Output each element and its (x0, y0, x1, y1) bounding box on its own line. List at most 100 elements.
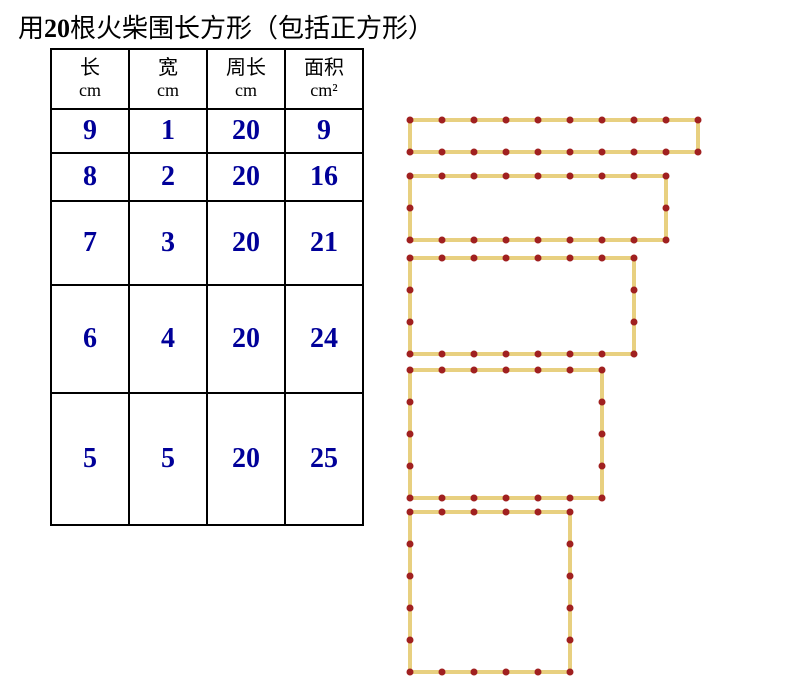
table-row: 552025 (51, 393, 363, 525)
match-head-dot (567, 669, 574, 676)
table-cell-wid: 4 (129, 285, 207, 393)
match-head-dot (503, 173, 510, 180)
match-head-dot (695, 149, 702, 156)
match-head-dot (535, 351, 542, 358)
match-head-dot (471, 495, 478, 502)
match-head-dot (599, 495, 606, 502)
match-head-dot (599, 399, 606, 406)
match-segment (410, 118, 698, 122)
page-title: 用20根火柴围长方形（包括正方形） (18, 8, 434, 45)
table-row: 822016 (51, 153, 363, 201)
match-head-dot (567, 173, 574, 180)
match-head-dot (535, 173, 542, 180)
match-head-dot (631, 173, 638, 180)
match-head-dot (567, 255, 574, 262)
title-number: 20 (44, 14, 70, 43)
table-cell-per: 20 (207, 285, 285, 393)
match-head-dot (535, 117, 542, 124)
match-head-dot (471, 117, 478, 124)
match-head-dot (599, 149, 606, 156)
match-head-dot (407, 637, 414, 644)
table-cell-wid: 1 (129, 109, 207, 153)
match-head-dot (567, 509, 574, 516)
table-row: 732021 (51, 201, 363, 285)
match-segment (408, 512, 412, 672)
match-head-dot (567, 495, 574, 502)
match-segment (408, 258, 412, 354)
table-cell-per: 20 (207, 153, 285, 201)
table-cell-area: 9 (285, 109, 363, 153)
match-head-dot (439, 669, 446, 676)
match-head-dot (631, 255, 638, 262)
match-head-dot (503, 509, 510, 516)
match-head-dot (407, 255, 414, 262)
match-head-dot (439, 237, 446, 244)
table-cell-wid: 2 (129, 153, 207, 201)
match-head-dot (567, 117, 574, 124)
match-head-dot (567, 541, 574, 548)
match-head-dot (407, 287, 414, 294)
match-head-dot (503, 367, 510, 374)
match-head-dot (567, 237, 574, 244)
match-head-dot (695, 117, 702, 124)
match-head-dot (503, 255, 510, 262)
match-head-dot (407, 149, 414, 156)
match-head-dot (503, 495, 510, 502)
table-cell-area: 24 (285, 285, 363, 393)
match-head-dot (535, 509, 542, 516)
match-head-dot (439, 509, 446, 516)
match-head-dot (567, 637, 574, 644)
match-head-dot (567, 149, 574, 156)
match-head-dot (439, 367, 446, 374)
match-head-dot (471, 255, 478, 262)
table-cell-area: 21 (285, 201, 363, 285)
match-head-dot (503, 149, 510, 156)
data-table: 长cm宽cm周长cm面积cm² 912098220167320216420245… (50, 48, 364, 526)
match-head-dot (599, 255, 606, 262)
match-head-dot (599, 237, 606, 244)
match-head-dot (567, 573, 574, 580)
table-cell-wid: 5 (129, 393, 207, 525)
title-part-a: 用 (18, 14, 44, 43)
match-head-dot (503, 237, 510, 244)
match-head-dot (631, 319, 638, 326)
match-head-dot (407, 205, 414, 212)
match-head-dot (535, 255, 542, 262)
table-header-1: 宽cm (129, 49, 207, 109)
match-head-dot (407, 117, 414, 124)
match-head-dot (407, 541, 414, 548)
match-head-dot (631, 351, 638, 358)
match-head-dot (439, 351, 446, 358)
match-head-dot (503, 351, 510, 358)
match-segment (410, 670, 570, 674)
match-head-dot (631, 149, 638, 156)
table-cell-wid: 3 (129, 201, 207, 285)
match-head-dot (567, 367, 574, 374)
table-cell-len: 5 (51, 393, 129, 525)
match-head-dot (471, 237, 478, 244)
match-head-dot (535, 149, 542, 156)
match-head-dot (407, 495, 414, 502)
match-head-dot (471, 669, 478, 676)
match-head-dot (631, 117, 638, 124)
match-head-dot (535, 669, 542, 676)
match-head-dot (567, 351, 574, 358)
match-head-dot (567, 605, 574, 612)
match-head-dot (471, 367, 478, 374)
table-header-0: 长cm (51, 49, 129, 109)
table-row: 642024 (51, 285, 363, 393)
match-head-dot (535, 237, 542, 244)
match-head-dot (407, 367, 414, 374)
match-head-dot (407, 319, 414, 326)
match-head-dot (407, 237, 414, 244)
table-cell-len: 8 (51, 153, 129, 201)
table-header-2: 周长cm (207, 49, 285, 109)
table-row: 91209 (51, 109, 363, 153)
match-segment (410, 510, 570, 514)
match-segment (410, 150, 698, 154)
match-head-dot (599, 463, 606, 470)
match-segment (568, 512, 572, 672)
match-head-dot (407, 399, 414, 406)
match-head-dot (631, 237, 638, 244)
match-head-dot (439, 255, 446, 262)
